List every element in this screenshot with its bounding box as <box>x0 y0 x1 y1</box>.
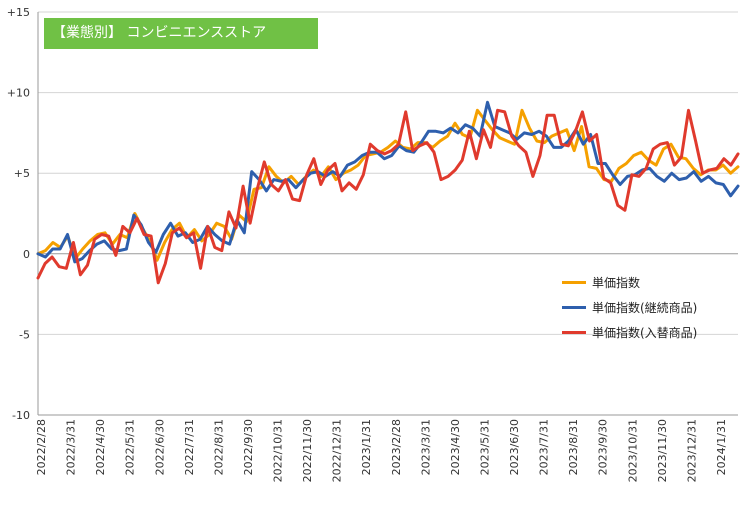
x-tick-label: 2023/2/28 <box>390 419 403 475</box>
x-tick-label: 2023/11/30 <box>656 419 669 482</box>
x-tick-label: 2022/12/31 <box>331 419 344 482</box>
x-tick-label: 2023/10/31 <box>626 419 639 482</box>
x-tick-label: 2022/6/30 <box>153 419 166 475</box>
x-tick-label: 2022/5/31 <box>124 419 137 475</box>
x-tick-label: 2022/9/30 <box>242 419 255 475</box>
legend-swatch <box>562 331 586 334</box>
axes: -10 -5 0 +5 +10 +15 2022/2/28 2022/3/31 2022/4/3… <box>7 6 738 482</box>
x-tick-label: 2023/3/31 <box>419 419 432 475</box>
x-tick-label: 2023/12/31 <box>685 419 698 482</box>
x-tick-label: 2022/2/28 <box>35 419 48 475</box>
y-tick-label: 0 <box>23 248 30 261</box>
x-tick-label: 2023/9/30 <box>597 419 610 475</box>
legend-label: 単価指数(継続商品) <box>592 301 698 315</box>
x-tick-label: 2023/8/31 <box>567 419 580 475</box>
x-tick-label: 2023/6/30 <box>508 419 521 475</box>
legend: 単価指数 単価指数(継続商品) 単価指数(入替商品) <box>562 270 697 345</box>
x-tick-label: 2022/4/30 <box>94 419 107 475</box>
x-tick-label: 2023/1/31 <box>360 419 373 475</box>
y-tick-label: +10 <box>7 87 30 100</box>
y-tick-label: -5 <box>19 328 30 341</box>
legend-item-continuing: 単価指数(継続商品) <box>562 295 697 320</box>
x-tick-label: 2024/1/31 <box>715 419 728 475</box>
legend-label: 単価指数(入替商品) <box>592 326 698 340</box>
x-tick-label: 2023/4/30 <box>449 419 462 475</box>
legend-item-unit-price: 単価指数 <box>562 270 697 295</box>
legend-swatch <box>562 281 586 284</box>
y-tick-label: +5 <box>14 167 30 180</box>
series-lines <box>36 100 740 285</box>
x-tick-label: 2022/3/31 <box>65 419 78 475</box>
x-tick-label: 2022/7/31 <box>183 419 196 475</box>
y-tick-label: -10 <box>12 409 30 422</box>
x-tick-label: 2022/10/31 <box>272 419 285 482</box>
series-line <box>36 108 740 262</box>
chart-title: 【業態別】 コンビニエンスストア <box>44 18 318 49</box>
gridlines <box>38 11 738 416</box>
x-tick-label: 2022/8/31 <box>212 419 225 475</box>
series-line <box>36 100 740 264</box>
y-tick-label: +15 <box>7 6 30 19</box>
series-line <box>36 108 740 285</box>
x-tick-label: 2023/7/31 <box>538 419 551 475</box>
legend-label: 単価指数 <box>592 276 641 290</box>
legend-swatch <box>562 306 586 309</box>
legend-item-replacement: 単価指数(入替商品) <box>562 320 697 345</box>
x-tick-label: 2023/5/31 <box>478 419 491 475</box>
x-tick-label: 2022/11/30 <box>301 419 314 482</box>
